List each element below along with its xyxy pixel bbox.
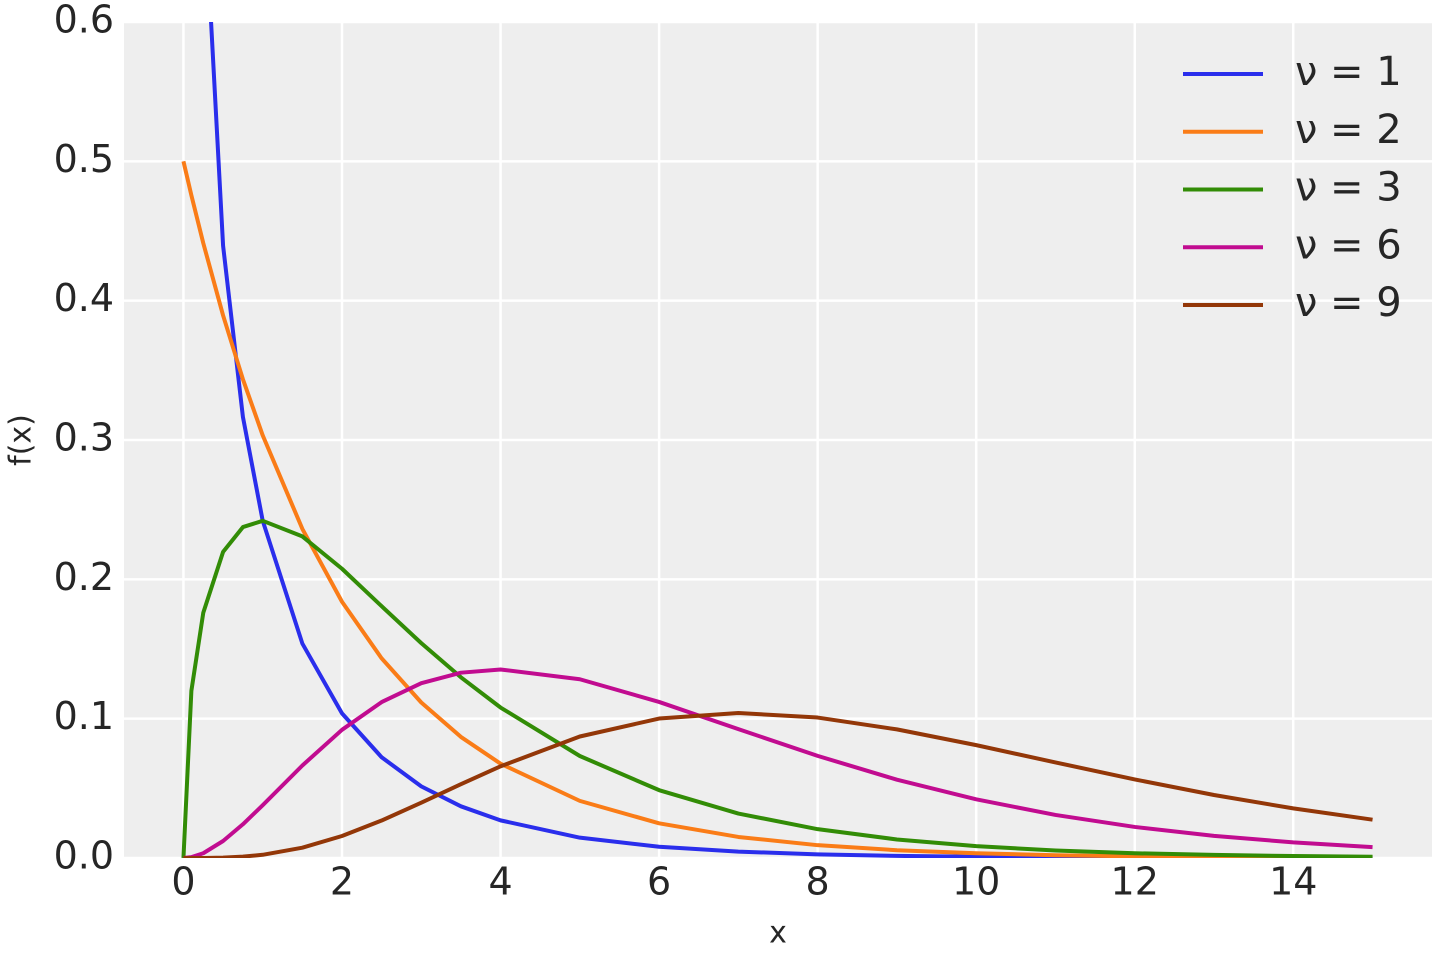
- x-axis-label: x: [769, 916, 787, 951]
- x-tick-label: 6: [647, 860, 671, 904]
- y-tick-label: 0.3: [54, 416, 114, 460]
- x-tick-label: 14: [1269, 860, 1317, 904]
- y-tick-label: 0.0: [54, 834, 114, 878]
- series-line: [183, 710, 1373, 858]
- legend-label: ν = 9: [1295, 280, 1402, 326]
- legend-label: ν = 2: [1295, 107, 1402, 153]
- y-tick-label: 0.6: [54, 0, 114, 42]
- x-tick-label: 8: [806, 860, 830, 904]
- series-line: [181, 518, 1373, 858]
- legend-label: ν = 1: [1295, 49, 1402, 95]
- legend-label: ν = 3: [1295, 165, 1402, 211]
- x-tick-label: 10: [952, 860, 1000, 904]
- y-axis-label: f(x): [4, 414, 39, 466]
- x-tick-label: 2: [330, 860, 354, 904]
- series-line: [183, 667, 1373, 858]
- legend-label: ν = 6: [1295, 222, 1402, 268]
- series-line: [181, 160, 1373, 858]
- x-tick-label: 0: [171, 860, 195, 904]
- y-tick-label: 0.5: [54, 137, 114, 181]
- y-tick-label: 0.1: [54, 694, 114, 738]
- x-tick-label: 4: [488, 860, 512, 904]
- x-tick-label: 12: [1111, 860, 1159, 904]
- y-tick-label: 0.2: [54, 555, 114, 599]
- y-tick-label: 0.4: [54, 276, 114, 320]
